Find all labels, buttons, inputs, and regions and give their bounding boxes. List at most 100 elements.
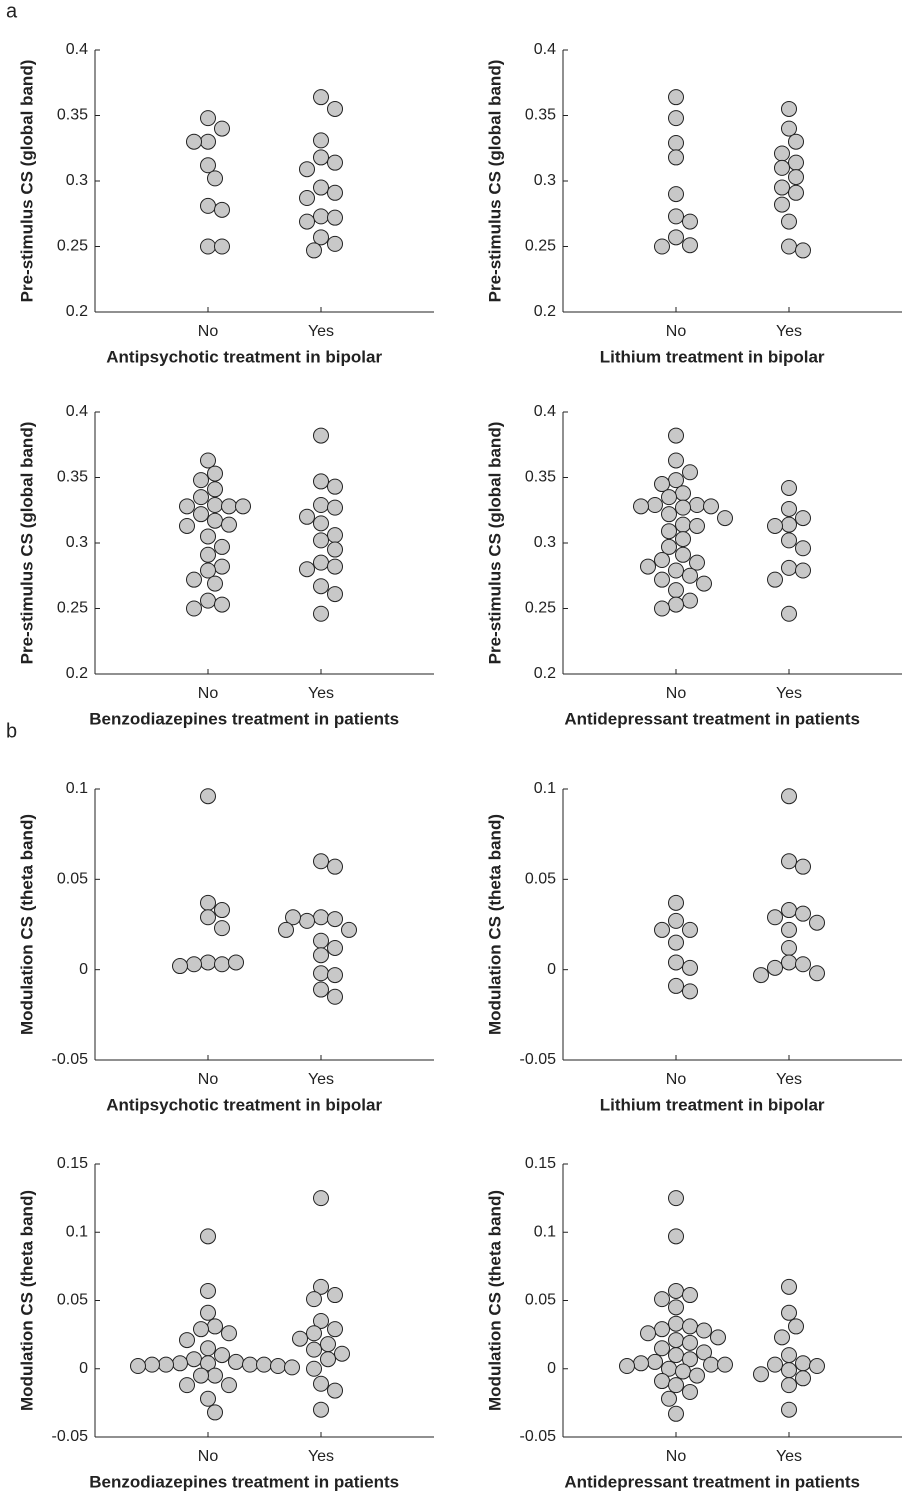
point: [774, 196, 790, 213]
point: [242, 1356, 258, 1373]
point: [172, 1355, 188, 1372]
point: [186, 600, 202, 617]
point: [661, 523, 677, 540]
point: [270, 1358, 286, 1375]
point: [767, 517, 783, 534]
point: [327, 586, 343, 603]
point: [327, 100, 343, 117]
point: [795, 540, 811, 557]
point: [256, 1356, 272, 1373]
point: [200, 788, 216, 805]
y-tick-label: 0.05: [57, 1292, 88, 1309]
point: [200, 592, 216, 609]
point: [781, 120, 797, 137]
point: [668, 1347, 684, 1364]
point: [640, 1325, 656, 1342]
point: [327, 939, 343, 956]
point: [214, 201, 230, 218]
y-tick-label: 0.3: [66, 534, 88, 551]
point: [327, 235, 343, 252]
point: [654, 476, 670, 493]
point: [193, 489, 209, 506]
point: [341, 921, 357, 938]
point: [313, 909, 329, 926]
x-tick-label: Yes: [308, 1448, 334, 1465]
point: [809, 965, 825, 982]
x-tick-label: No: [198, 1071, 219, 1088]
point: [788, 184, 804, 201]
point: [327, 184, 343, 201]
point: [200, 238, 216, 255]
point: [320, 1336, 336, 1353]
point: [313, 149, 329, 166]
point: [689, 554, 705, 571]
point: [313, 132, 329, 149]
point: [327, 499, 343, 516]
point: [214, 956, 230, 973]
point: [682, 1287, 698, 1304]
point: [795, 1370, 811, 1387]
point: [668, 934, 684, 951]
point: [207, 1318, 223, 1335]
point: [193, 472, 209, 489]
point: [767, 1356, 783, 1373]
point: [207, 1404, 223, 1421]
panel-label: b: [6, 720, 17, 742]
point: [327, 858, 343, 875]
point: [200, 894, 216, 911]
point: [795, 1355, 811, 1372]
point: [214, 538, 230, 555]
point: [193, 1321, 209, 1338]
x-axis-label: Benzodiazepines treatment in patients: [89, 1472, 399, 1491]
y-tick-label: 0.4: [534, 403, 556, 420]
point: [327, 967, 343, 984]
y-axis-label: Modulation CS (theta band): [485, 814, 504, 1035]
y-tick-label: 0.2: [534, 303, 556, 320]
point: [668, 1190, 684, 1207]
point: [781, 605, 797, 622]
point: [781, 238, 797, 255]
point: [299, 508, 315, 525]
point: [781, 559, 797, 576]
point: [661, 538, 677, 555]
point: [299, 561, 315, 578]
point: [200, 1282, 216, 1299]
point: [327, 154, 343, 171]
point: [200, 1304, 216, 1321]
x-tick-label: Yes: [776, 323, 802, 340]
x-tick-label: No: [666, 1071, 687, 1088]
point: [200, 562, 216, 579]
point: [668, 562, 684, 579]
point: [313, 515, 329, 532]
point: [753, 1366, 769, 1383]
x-axis-label: Lithium treatment in bipolar: [600, 347, 825, 366]
point: [313, 965, 329, 982]
point: [703, 498, 719, 515]
point: [640, 558, 656, 575]
point: [781, 939, 797, 956]
x-tick-label: No: [666, 323, 687, 340]
point: [200, 157, 216, 174]
point: [299, 161, 315, 178]
point: [668, 1315, 684, 1332]
point: [313, 605, 329, 622]
point: [278, 921, 294, 938]
x-tick-label: No: [198, 1448, 219, 1465]
point: [767, 571, 783, 588]
point: [675, 499, 691, 516]
point: [200, 133, 216, 150]
point: [221, 498, 237, 515]
point: [668, 186, 684, 203]
x-tick-label: No: [666, 685, 687, 702]
point: [781, 479, 797, 496]
point: [781, 1304, 797, 1321]
point: [313, 1278, 329, 1295]
point: [200, 1355, 216, 1372]
point: [235, 498, 251, 515]
point: [788, 1318, 804, 1335]
point: [284, 1359, 300, 1376]
point: [696, 575, 712, 592]
point: [313, 1375, 329, 1392]
y-tick-label: -0.05: [52, 1051, 89, 1068]
point: [795, 905, 811, 922]
